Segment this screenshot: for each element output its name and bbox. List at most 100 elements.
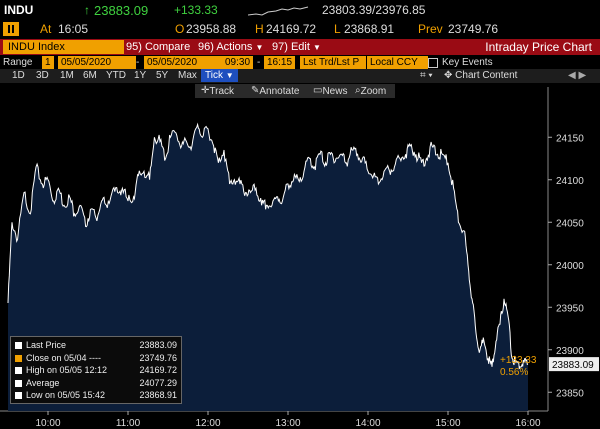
- high-label: H: [255, 22, 264, 36]
- annotate-label: Annotate: [259, 86, 300, 97]
- start-date-field[interactable]: 05/05/2020: [58, 56, 136, 69]
- price-type-select[interactable]: Lst Trd/Lst P: [300, 56, 366, 69]
- prev-value: 23749.76: [448, 22, 499, 36]
- y-tick-label: 24050: [556, 218, 584, 229]
- chart-settings-icon[interactable]: ⌗ ▾: [420, 70, 433, 81]
- sparkline-icon: [248, 6, 309, 16]
- legend-swatch: [15, 354, 22, 362]
- x-tick-label: 16:00: [515, 418, 540, 426]
- legend-value: 23883.09: [139, 340, 177, 350]
- open-label: O: [175, 22, 185, 36]
- legend-value: 24169.72: [139, 365, 177, 375]
- low-value: 23868.91: [344, 22, 395, 36]
- chart-content-label: Chart Content: [455, 70, 518, 81]
- ticker-symbol[interactable]: INDU: [4, 3, 34, 17]
- bid-ask: 23803.39/23976.85: [322, 3, 426, 17]
- up-arrow-icon: ↑: [84, 3, 90, 17]
- key-events-label: Key Events: [442, 57, 493, 68]
- news-label: News: [322, 86, 348, 97]
- pct-change-tag: 0.56%: [500, 367, 528, 378]
- edit-label: 97) Edit: [272, 41, 310, 53]
- period-1y[interactable]: 1Y: [134, 70, 147, 81]
- window-controls[interactable]: ◀ ▶: [568, 70, 587, 81]
- legend-row: Average 24077.29: [15, 378, 177, 389]
- legend-value: 24077.29: [139, 377, 177, 388]
- security-field[interactable]: INDU Index: [3, 40, 124, 54]
- legend-row: Close on 05/04 ---- 23749.76: [15, 353, 177, 364]
- chart-legend: Last Price 23883.09 Close on 05/04 ---- 237…: [10, 336, 182, 404]
- legend-swatch: [15, 379, 22, 387]
- y-tick-label: 23950: [556, 303, 584, 314]
- currency-select[interactable]: Local CCY: [367, 56, 428, 69]
- period-bar: 1D 3D 1M 6M YTD 1Y 5Y Max Tick ▼ ⌗ ▾ ✥ C…: [0, 69, 600, 83]
- low-label: L: [334, 22, 341, 36]
- dropdown-arrow-icon: ▼: [225, 71, 234, 80]
- legend-label: Low on 05/05 15:42: [26, 390, 106, 400]
- end-date-field[interactable]: 05/05/2020: [144, 56, 222, 69]
- legend-label: Close on 05/04 ----: [26, 352, 102, 363]
- actions-button[interactable]: 96) Actions ▼: [198, 40, 263, 54]
- legend-label: Average: [26, 377, 60, 388]
- price-change: +133.33: [174, 3, 218, 17]
- last-price-tag: [549, 357, 599, 372]
- tick-select[interactable]: Tick ▼: [201, 69, 238, 82]
- x-tick-label: 12:00: [195, 418, 220, 426]
- legend-label: Last Price: [26, 340, 67, 350]
- legend-row: High on 05/05 12:12 24169.72: [15, 365, 177, 376]
- start-time-field[interactable]: 09:30: [222, 56, 254, 69]
- y-tick-label: 24000: [556, 261, 584, 272]
- range-number[interactable]: 1: [42, 56, 54, 69]
- legend-swatch: [15, 342, 22, 349]
- compare-button[interactable]: 95) Compare: [126, 41, 191, 53]
- quote-details: At 16:05 O 23958.88 H 24169.72 L 23868.9…: [0, 20, 600, 39]
- end-time-field[interactable]: 16:15: [264, 56, 296, 69]
- range-label: Range: [3, 57, 33, 68]
- ticker-header: INDU ↑ 23883.09 +133.33 23803.39/23976.8…: [0, 0, 600, 20]
- y-tick-label: 24100: [556, 176, 584, 187]
- dropdown-arrow-icon: ▼: [312, 43, 321, 52]
- y-tick-label: 23850: [556, 388, 584, 399]
- range-dash: -: [136, 57, 140, 68]
- open-value: 23958.88: [186, 22, 237, 36]
- news-tool[interactable]: ▭ News: [313, 85, 348, 97]
- tick-label: Tick: [205, 70, 223, 81]
- last-price: 23883.09: [94, 3, 149, 18]
- period-6m[interactable]: 6M: [83, 70, 97, 81]
- settings-icon: ✥: [444, 70, 453, 81]
- period-1m[interactable]: 1M: [60, 70, 74, 81]
- key-events-checkbox[interactable]: [428, 58, 438, 68]
- track-tool[interactable]: ✛ Track: [201, 85, 235, 97]
- chart-content-button[interactable]: ✥ Chart Content: [444, 69, 517, 82]
- period-5y[interactable]: 5Y: [156, 70, 169, 81]
- legend-label: High on 05/05 12:12: [26, 365, 108, 375]
- x-tick-label: 15:00: [435, 418, 460, 426]
- period-ytd[interactable]: YTD: [106, 70, 126, 81]
- range-bar: Range 1 05/05/2020 - 05/05/2020 09:30 - …: [0, 56, 600, 70]
- edit-button[interactable]: 97) Edit ▼: [272, 40, 321, 54]
- period-1d[interactable]: 1D: [12, 70, 25, 81]
- high-value: 24169.72: [266, 22, 317, 36]
- last-price-tag-text: 23883.09: [552, 360, 594, 371]
- legend-swatch: [15, 392, 22, 399]
- zoom-tool[interactable]: ⌕ Zoom: [355, 85, 387, 97]
- prev-label: Prev: [418, 22, 443, 36]
- legend-row: Last Price 23883.09: [15, 340, 177, 351]
- x-tick-label: 11:00: [116, 418, 141, 426]
- legend-row: Low on 05/05 15:42 23868.91: [15, 390, 177, 401]
- y-tick-label: 23900: [556, 346, 584, 357]
- track-label: Track: [209, 86, 235, 97]
- x-tick-label: 14:00: [355, 418, 380, 426]
- quote-time: 16:05: [58, 22, 89, 36]
- legend-value: 23749.76: [139, 352, 177, 363]
- period-max[interactable]: Max: [178, 70, 197, 81]
- x-tick-label: 13:00: [275, 418, 300, 426]
- dropdown-arrow-icon: ▼: [255, 43, 264, 52]
- period-3d[interactable]: 3D: [36, 70, 49, 81]
- time-dash: -: [257, 57, 261, 68]
- x-tick-label: 10:00: [35, 418, 60, 426]
- chart-tools: ✛ Track ✎ Annotate ▭ News ⌕ Zoom: [195, 84, 395, 98]
- function-toolbar: INDU Index 95) Compare 96) Actions ▼ 97)…: [0, 39, 600, 55]
- change-tag: +133.33: [500, 355, 537, 366]
- annotate-tool[interactable]: ✎ Annotate: [251, 85, 300, 97]
- legend-swatch: [15, 367, 22, 374]
